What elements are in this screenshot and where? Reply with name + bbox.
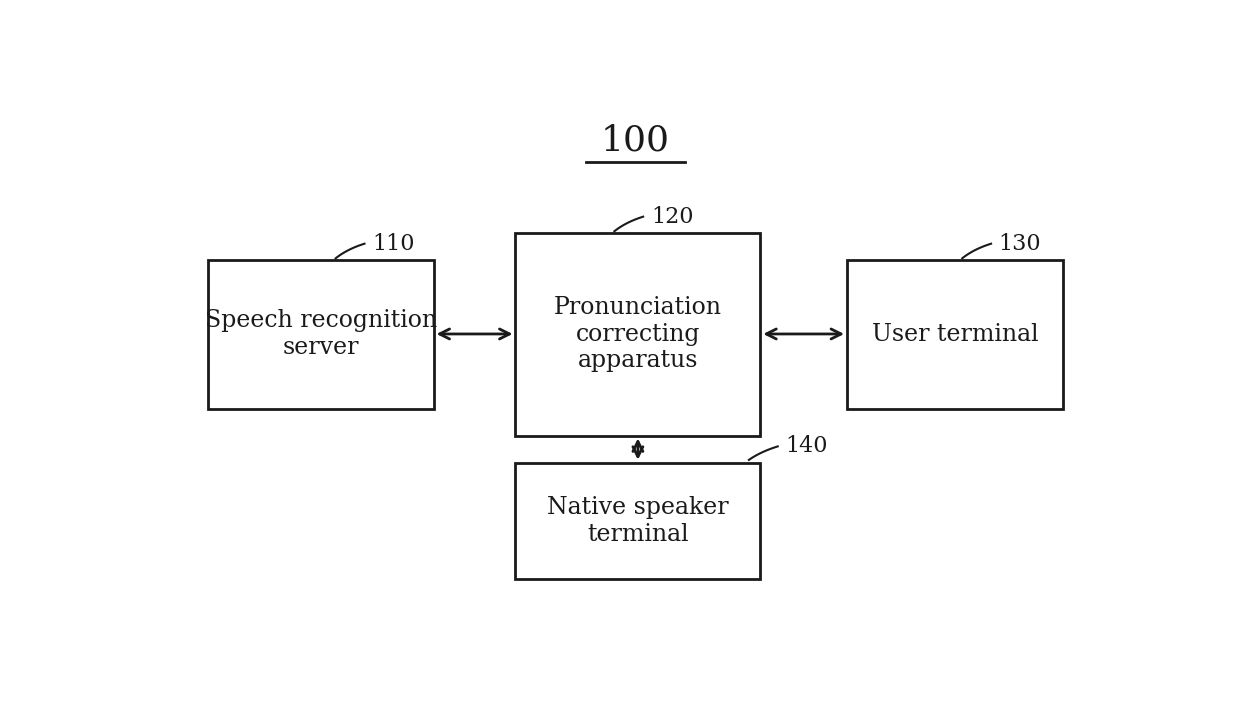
Bar [516, 233, 760, 435]
Text: 120: 120 [651, 206, 693, 227]
Text: 100: 100 [601, 124, 670, 158]
Text: User terminal: User terminal [872, 323, 1038, 346]
Bar [847, 260, 1063, 409]
Text: 140: 140 [785, 435, 828, 458]
Bar [208, 260, 434, 409]
Text: Native speaker
terminal: Native speaker terminal [547, 496, 729, 545]
Text: Speech recognition
server: Speech recognition server [205, 310, 436, 359]
Text: 110: 110 [372, 232, 414, 255]
Bar [516, 463, 760, 579]
Text: 130: 130 [998, 232, 1042, 255]
Text: Pronunciation
correcting
apparatus: Pronunciation correcting apparatus [554, 296, 722, 372]
